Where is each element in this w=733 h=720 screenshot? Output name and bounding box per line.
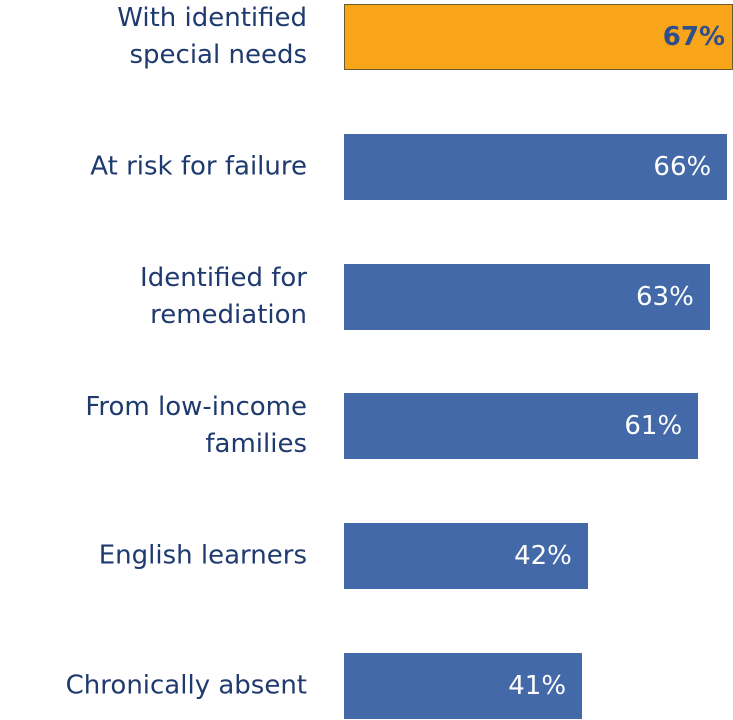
value-label: 61% xyxy=(624,411,683,442)
category-label: From low-income families xyxy=(85,392,307,460)
category-label: Identified for remediation xyxy=(140,262,307,330)
bar xyxy=(344,393,699,460)
bar xyxy=(344,523,588,590)
category-label: At risk for failure xyxy=(90,151,307,182)
category-label: English learners xyxy=(98,540,307,571)
value-label: 41% xyxy=(508,671,567,701)
value-label: 63% xyxy=(635,281,694,312)
value-label: 42% xyxy=(514,541,572,572)
bar xyxy=(344,133,728,200)
category-label: Chronically absent xyxy=(65,670,307,701)
value-label: 67% xyxy=(662,22,725,52)
category-label: With identified special needs xyxy=(117,3,307,70)
value-label: 66% xyxy=(653,151,712,182)
bar xyxy=(344,263,710,330)
bar xyxy=(344,653,583,719)
bar xyxy=(344,4,733,70)
